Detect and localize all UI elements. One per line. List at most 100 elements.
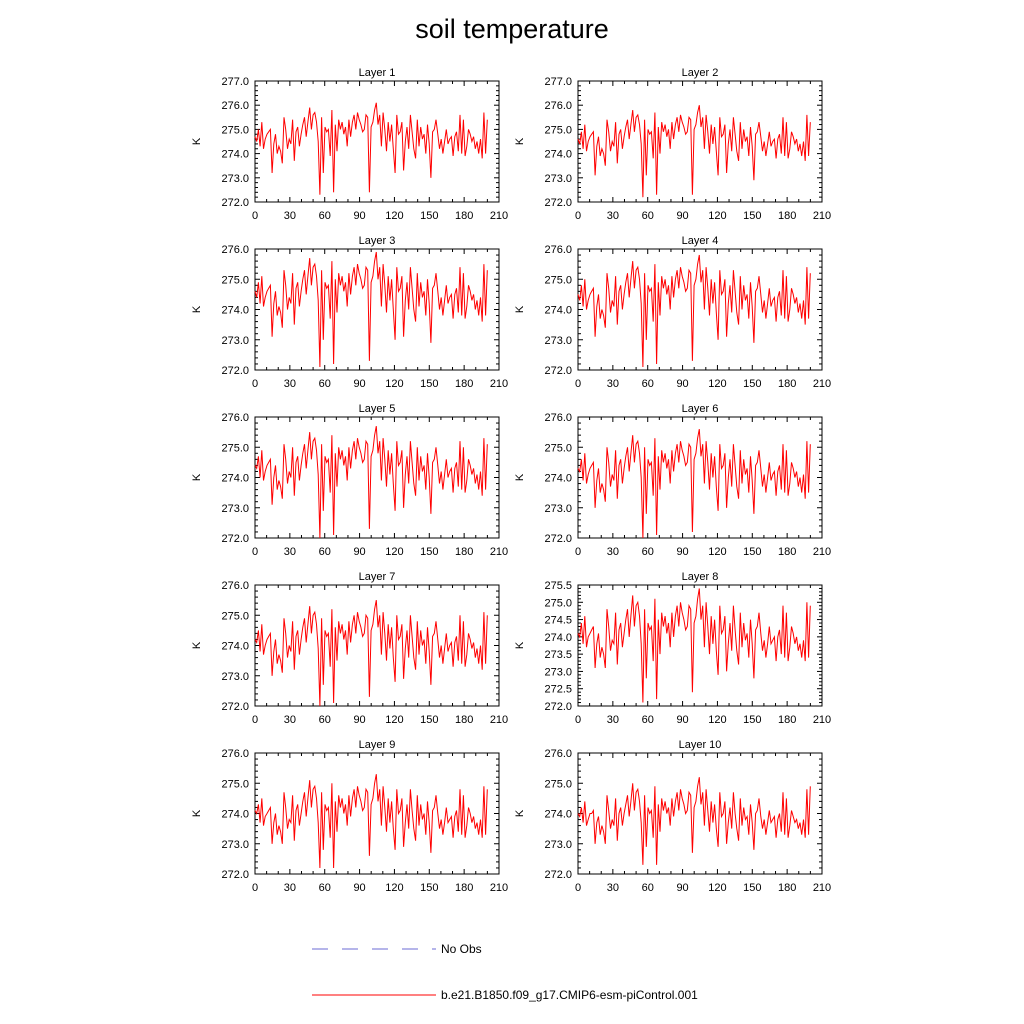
x-tick-label: 120 [708, 882, 726, 894]
x-tick-label: 120 [708, 378, 726, 390]
x-tick-label: 0 [575, 882, 581, 894]
panel-title: Layer 6 [682, 403, 719, 415]
x-tick-label: 210 [813, 714, 831, 726]
panel-title: Layer 2 [682, 67, 719, 79]
x-tick-label: 30 [607, 210, 619, 222]
x-tick-label: 180 [778, 882, 796, 894]
y-tick-label: 275.0 [221, 778, 249, 790]
x-tick-label: 120 [385, 210, 403, 222]
series-line [254, 600, 488, 707]
y-tick-label: 275.0 [544, 597, 572, 609]
x-tick-label: 150 [743, 378, 761, 390]
y-tick-label: 276.0 [544, 748, 572, 760]
panel-8: Layer 8 K 0 30 60 90 120 150 180 210 272.0 272.5 273… [514, 571, 831, 726]
y-axis-label: K [514, 473, 526, 481]
x-tick-label: 120 [385, 714, 403, 726]
x-tick-label: 30 [284, 882, 296, 894]
x-tick-label: 30 [284, 210, 296, 222]
x-tick-label: 0 [252, 714, 258, 726]
x-tick-label: 0 [252, 378, 258, 390]
panel-title: Layer 7 [359, 571, 396, 583]
x-tick-label: 0 [252, 210, 258, 222]
y-tick-label: 275.0 [221, 610, 249, 622]
x-tick-label: 60 [642, 882, 654, 894]
y-tick-label: 273.0 [544, 335, 572, 347]
x-tick-label: 90 [353, 378, 365, 390]
x-tick-label: 30 [607, 378, 619, 390]
x-tick-label: 90 [353, 546, 365, 558]
x-tick-label: 120 [708, 546, 726, 558]
x-tick-label: 120 [385, 546, 403, 558]
y-tick-label: 272.0 [221, 533, 249, 545]
x-tick-label: 120 [385, 882, 403, 894]
y-tick-label: 276.0 [544, 412, 572, 424]
y-tick-label: 273.0 [544, 503, 572, 515]
x-tick-label: 0 [575, 210, 581, 222]
y-tick-label: 272.0 [544, 533, 572, 545]
y-tick-label: 275.0 [544, 442, 572, 454]
x-tick-label: 60 [642, 714, 654, 726]
x-tick-label: 90 [676, 882, 688, 894]
x-tick-label: 180 [455, 882, 473, 894]
panel-3: Layer 3 K 0 30 60 90 120 150 180 210 272.0 273.0 274… [191, 235, 508, 390]
x-tick-label: 60 [642, 378, 654, 390]
y-tick-label: 275.0 [221, 442, 249, 454]
panel-title: Layer 9 [359, 739, 396, 751]
y-tick-label: 275.0 [544, 778, 572, 790]
x-tick-label: 30 [284, 546, 296, 558]
x-tick-label: 150 [420, 546, 438, 558]
y-axis-label: K [514, 641, 526, 649]
x-tick-label: 210 [490, 546, 508, 558]
panel-5: Layer 5 K 0 30 60 90 120 150 180 210 272.0 273.0 274… [191, 403, 508, 558]
series-line [577, 254, 811, 368]
x-tick-label: 90 [676, 546, 688, 558]
y-tick-label: 272.0 [221, 869, 249, 881]
panel-title: Layer 1 [359, 67, 396, 79]
y-tick-label: 276.0 [544, 244, 572, 256]
x-tick-label: 150 [743, 714, 761, 726]
legend-label-model: b.e21.B1850.f09_g17.CMIP6-esm-piControl.… [441, 988, 698, 1002]
x-tick-label: 30 [284, 714, 296, 726]
x-tick-label: 0 [252, 882, 258, 894]
x-tick-label: 0 [575, 714, 581, 726]
y-tick-label: 274.0 [544, 809, 572, 821]
y-tick-label: 276.0 [221, 748, 249, 760]
panel-9: Layer 9 K 0 30 60 90 120 150 180 210 272.0 273.0 274… [191, 739, 508, 894]
x-tick-label: 150 [420, 714, 438, 726]
x-tick-label: 90 [353, 210, 365, 222]
x-tick-label: 60 [642, 546, 654, 558]
y-tick-label: 274.0 [544, 632, 572, 644]
panel-6: Layer 6 K 0 30 60 90 120 150 180 210 272.0 273.0 274… [514, 403, 831, 558]
y-tick-label: 273.0 [221, 335, 249, 347]
y-tick-label: 277.0 [221, 76, 249, 88]
x-tick-label: 210 [813, 210, 831, 222]
series-line [254, 426, 488, 539]
x-tick-label: 210 [813, 546, 831, 558]
y-tick-label: 272.0 [544, 197, 572, 209]
plot-frame [254, 80, 500, 203]
series-line [577, 105, 811, 198]
y-tick-label: 272.0 [221, 701, 249, 713]
x-tick-label: 60 [319, 210, 331, 222]
x-tick-label: 90 [676, 210, 688, 222]
series-line [577, 777, 811, 865]
y-tick-label: 273.5 [544, 649, 572, 661]
x-tick-label: 0 [252, 546, 258, 558]
y-tick-label: 274.0 [544, 305, 572, 317]
y-tick-label: 273.0 [221, 671, 249, 683]
y-tick-label: 275.0 [544, 274, 572, 286]
y-tick-label: 273.0 [544, 173, 572, 185]
x-tick-label: 180 [455, 714, 473, 726]
series-line [254, 251, 488, 368]
y-axis-label: K [514, 809, 526, 817]
x-tick-label: 150 [420, 378, 438, 390]
series-line [254, 102, 488, 195]
x-tick-label: 120 [708, 714, 726, 726]
y-tick-label: 272.0 [544, 869, 572, 881]
x-tick-label: 210 [813, 882, 831, 894]
y-tick-label: 274.0 [221, 473, 249, 485]
x-tick-label: 30 [284, 378, 296, 390]
y-tick-label: 272.0 [544, 365, 572, 377]
y-tick-label: 274.0 [544, 473, 572, 485]
x-tick-label: 60 [642, 210, 654, 222]
